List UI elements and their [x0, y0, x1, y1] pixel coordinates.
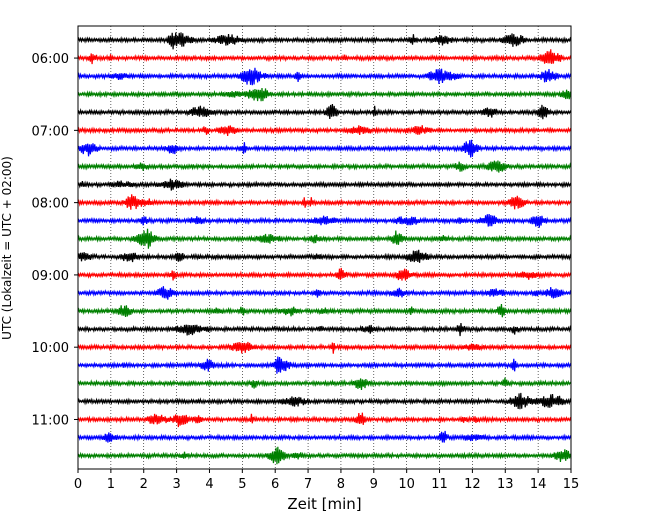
x-tick-label-11: 11: [431, 477, 448, 492]
y-axis-title: UTC (Lokalzeit = UTC + 02:00): [0, 156, 14, 340]
x-tick-label-0: 0: [74, 477, 82, 492]
x-tick-label-9: 9: [370, 477, 378, 492]
trace-0830: [77, 228, 572, 249]
x-tick-label-1: 1: [107, 477, 115, 492]
x-tick-label-15: 15: [563, 477, 580, 492]
x-axis-title: Zeit [min]: [287, 495, 361, 513]
trace-0700: [77, 125, 572, 136]
x-tick-label-3: 3: [172, 477, 180, 492]
y-tick-label-0600: 06:00: [32, 52, 69, 67]
y-tick-label-0800: 08:00: [32, 197, 69, 212]
trace-1115: [77, 430, 572, 443]
trace-0815: [77, 213, 572, 228]
x-tick-label-12: 12: [464, 477, 481, 492]
trace-0930: [77, 304, 572, 318]
y-tick-label-0900: 09:00: [32, 269, 69, 284]
x-tick-label-7: 7: [304, 477, 312, 492]
x-tick-label-5: 5: [238, 477, 246, 492]
y-tick-label-0700: 07:00: [32, 124, 69, 139]
trace-1045: [77, 392, 572, 410]
trace-0745: [77, 178, 572, 191]
trace-0600: [77, 49, 572, 65]
trace-1130: [77, 446, 572, 465]
vertical-gridlines: [110, 26, 539, 469]
y-tick-label-1100: 11:00: [32, 413, 69, 428]
y-tick-label-1000: 10:00: [32, 341, 69, 356]
x-tick-label-10: 10: [398, 477, 415, 492]
x-tick-label-8: 8: [337, 477, 345, 492]
trace-0915: [77, 286, 572, 300]
trace-0845: [77, 249, 572, 263]
y-axis-ticks: 06:00 07:00 08:00 09:00 10:00 11:00: [32, 52, 78, 428]
trace-1000: [77, 341, 572, 354]
trace-0615: [77, 67, 572, 86]
trace-1030: [77, 377, 572, 390]
x-tick-label-13: 13: [497, 477, 514, 492]
trace-1015: [77, 356, 572, 374]
trace-0900: [77, 267, 572, 281]
x-tick-label-14: 14: [530, 477, 547, 492]
trace-0730: [77, 160, 572, 173]
trace-1100: [77, 412, 572, 428]
trace-0545: [77, 32, 572, 50]
x-tick-label-4: 4: [205, 477, 213, 492]
trace-0945: [77, 323, 572, 337]
plot-area-frame: [77, 25, 572, 470]
seismic-traces: [77, 32, 572, 465]
x-axis-ticks: 0 1 2 3 4 5 6 7 8 9 10 11 12 13 14 15: [74, 469, 579, 492]
x-tick-label-6: 6: [271, 477, 279, 492]
trace-0800: [77, 194, 572, 210]
trace-0715: [77, 139, 572, 158]
trace-0630: [77, 88, 572, 102]
trace-0645: [77, 103, 572, 120]
x-tick-label-2: 2: [140, 477, 148, 492]
